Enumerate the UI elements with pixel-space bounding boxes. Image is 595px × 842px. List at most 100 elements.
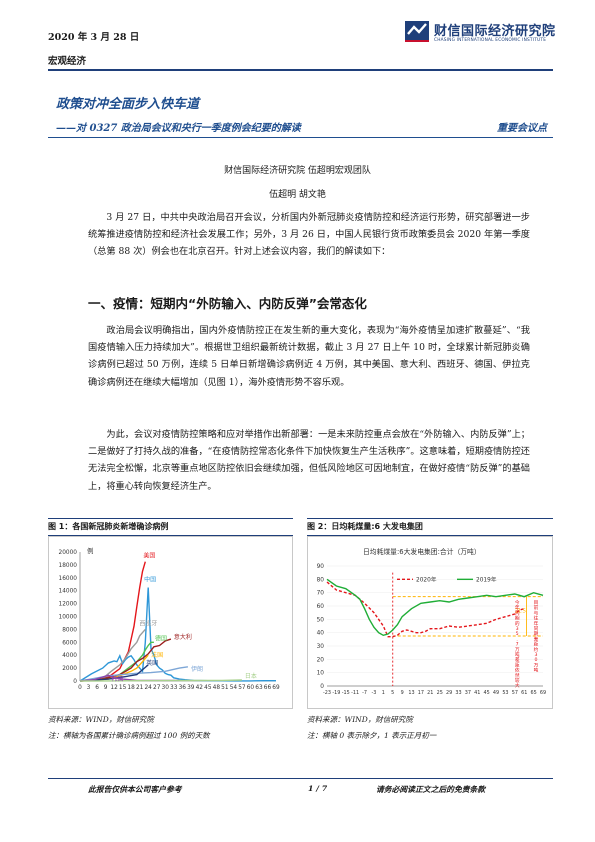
chart-1-y-tick-label: 2000 — [62, 666, 77, 672]
chart-1-x-tick-label: 18 — [127, 685, 135, 691]
chart-2-annotation-vertical-2: 万 — [534, 662, 539, 668]
chart-2-x-tick-label: 37 — [465, 690, 471, 696]
chart-2-x-tick-label: -15 — [342, 690, 350, 696]
chart-1-x-tick-label: 3 — [87, 685, 91, 691]
report-category: 宏观经济 — [48, 56, 87, 67]
chart-2-x-tick-label: 53 — [502, 690, 508, 696]
chart-2-annotation-vertical-2: 3 — [534, 652, 537, 658]
chart-1-series-label: 法国 — [151, 651, 163, 659]
logo-mark-icon — [405, 21, 429, 42]
chart-2-annotation-vertical-2: 与 — [534, 609, 539, 616]
chart-2-x-tick-label: 9 — [401, 690, 404, 696]
chart-2-annotation-vertical-1: 7 — [516, 642, 519, 648]
chart-2-x-tick-label: 49 — [493, 690, 499, 696]
chart-2-y-tick-label: 60 — [317, 604, 325, 610]
chart-2-annotation-vertical-2: 0 — [534, 657, 537, 663]
chart-1-x-tick-label: 36 — [179, 685, 187, 691]
chart-1-series-label: 德国 — [155, 634, 167, 642]
chart-2-x-tick-label: 33 — [455, 690, 461, 696]
chart-2-annotation-vertical-2: 吨 — [534, 667, 539, 674]
figure-2-chart: 日均耗煤量:6大发电集团:合计（万吨） 0 10 20 30 40 50 60 70 80 90 -2… — [307, 536, 553, 709]
chart-1-x-tick-label: 57 — [238, 685, 246, 691]
chart-2-y-tick-label: 0 — [320, 684, 324, 690]
page-number: 1 / 7 — [308, 784, 328, 793]
figure-2-caption: 图 2：日均耗煤量:6 大发电集团 — [307, 518, 553, 536]
chart-2-x-tick-label: -7 — [362, 690, 367, 696]
chart-1-series-line-日本 — [79, 679, 242, 682]
chart-1-y-tick-label: 0 — [73, 679, 77, 685]
chart-1-y-tick-label: 8000 — [62, 627, 77, 633]
chart-2-y-tick-label: 40 — [317, 631, 325, 637]
chart-1-svg: 0200040006000800010000120001400016000180… — [48, 536, 293, 709]
chart-2-annotation-vertical-2: 前 — [534, 604, 539, 611]
section-heading-1: 一、疫情：短期内“外防输入、内防反弹”会常态化 — [88, 296, 367, 311]
chart-1-series-label: 韩国 — [111, 675, 123, 683]
chart-2-annotation-vertical-1: 今 — [515, 599, 520, 606]
chart-1-series-label: 日本 — [245, 672, 257, 680]
chart-2-x-tick-label: 45 — [484, 690, 490, 696]
chart-2-annotation-vertical-1: 同 — [515, 610, 520, 616]
chart-2-y-tick-label: 50 — [317, 617, 325, 623]
chart-2-x-tick-label: -19 — [332, 690, 340, 696]
chart-1-x-tick-label: 33 — [170, 685, 178, 691]
chart-2-annotation-vertical-2: 目 — [534, 600, 539, 606]
figure-1-caption: 图 1：各国新冠肺炎新增确诊病例 — [48, 518, 293, 536]
chart-1-y-tick-label: 10000 — [59, 615, 78, 621]
footer-disclaimer-right: 请务必阅读正文之后的免责条款 — [376, 785, 486, 794]
figure-2-source: 资料来源：WIND，财信研究院 — [307, 715, 413, 724]
chart-2-y-tick-label: 70 — [317, 591, 325, 597]
chart-2-series-line-2020年 — [326, 581, 525, 638]
chart-1-y-unit-label: 例 — [87, 546, 94, 555]
chart-1-x-tick-label: 42 — [196, 685, 204, 691]
chart-1-series-label: 中国 — [144, 575, 156, 583]
chart-2-annotation-vertical-1: . — [516, 637, 518, 642]
chart-2-legend-label: 2020年 — [416, 575, 437, 583]
chart-1-series-label: 美国 — [143, 552, 155, 560]
chart-1-frame — [48, 536, 293, 709]
chart-1-x-tick-label: 60 — [247, 685, 255, 691]
logo-chinese-name: 财信国际经济研究院 — [434, 24, 556, 39]
figure-1-caption-text: 图 1：各国新冠肺炎新增确诊病例 — [48, 522, 169, 531]
chart-1-x-tick-label: 0 — [78, 685, 82, 691]
chart-2-x-tick-label: 69 — [540, 690, 546, 696]
chart-1-y-tick-label: 6000 — [62, 640, 77, 646]
chart-1-x-tick-label: 6 — [95, 685, 99, 691]
chart-2-annotation-vertical-2: 往 — [534, 615, 539, 622]
figure-2-caption-text: 图 2：日均耗煤量:6 大发电集团 — [307, 522, 423, 531]
chart-2-annotation-vertical-1: 较 — [515, 677, 520, 684]
chart-1-series-label: 意大利 — [174, 633, 192, 641]
report-tag: 重要会议点 — [497, 123, 547, 134]
chart-1-x-tick-label: 48 — [213, 685, 221, 691]
chart-2-x-tick-label: 21 — [427, 690, 433, 696]
chart-2-annotation-vertical-2: 距 — [534, 642, 539, 648]
chart-1-x-tick-label: 24 — [144, 685, 152, 691]
chart-2-annotation-vertical-1: 吨 — [515, 651, 520, 658]
chart-1-x-tick-label: 15 — [119, 685, 127, 691]
chart-2-x-tick-label: 41 — [474, 690, 480, 696]
chart-2-x-tick-label: 61 — [521, 690, 527, 696]
chart-2-y-tick-label: 80 — [317, 577, 325, 583]
chart-2-frame — [307, 536, 553, 709]
figure-2-note: 注：横轴 0 表示除夕，1 表示正月初一 — [307, 731, 437, 740]
institute-logo: 财信国际经济研究院 CHASING INTERNATIONAL ECONOMIC… — [404, 16, 564, 56]
chart-2-annotation-vertical-1: 年 — [515, 604, 520, 611]
chart-2-x-tick-label: -11 — [351, 690, 359, 696]
logo-english-name: CHASING INTERNATIONAL ECONOMIC INSTITUTE — [434, 38, 547, 43]
chart-2-x-tick-label: -23 — [323, 690, 331, 696]
chart-1-x-tick-label: 39 — [187, 685, 195, 691]
chart-1-x-tick-label: 69 — [272, 685, 280, 691]
chart-2-annotation-vertical-1: 然 — [515, 672, 520, 679]
chart-1-x-tick-label: 30 — [162, 685, 170, 691]
chart-1-x-tick-label: 27 — [153, 685, 161, 691]
paragraph-policy: 为此，会议对疫情防控策略和应对举措作出新部署：一是未来防控重点会放在“外防输入、… — [88, 429, 530, 492]
chart-1-x-tick-label: 54 — [230, 685, 238, 691]
report-date: 2020 年 3 月 28 日 — [48, 32, 140, 43]
chart-2-annotation-vertical-1: 的 — [515, 620, 520, 627]
chart-2-x-tick-label: 25 — [437, 690, 443, 696]
chart-1-series-label: 英国 — [146, 659, 158, 667]
chart-2-annotation-value: 21.5 — [515, 609, 526, 615]
chart-1-x-tick-label: 45 — [204, 685, 212, 691]
institute-team: 财信国际经济研究院 伍超明宏观团队 — [224, 166, 371, 176]
chart-2-x-tick-label: 57 — [512, 690, 518, 696]
chart-2-x-tick-label: 29 — [446, 690, 452, 696]
